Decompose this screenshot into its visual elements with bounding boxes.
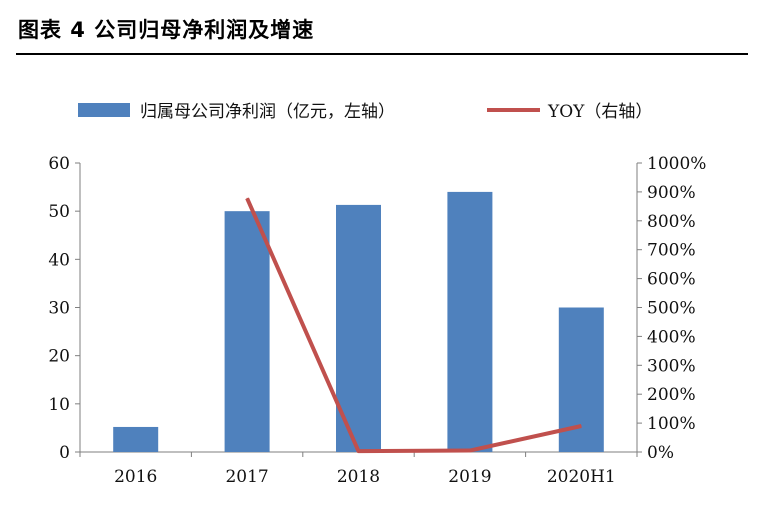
bar-series [113, 191, 604, 452]
yoy-point [246, 197, 248, 199]
yoy-point [469, 450, 471, 452]
x-tick-label: 2016 [114, 467, 157, 487]
legend-swatch-bar [78, 103, 130, 117]
legend-label-line: YOY（右轴） [547, 102, 652, 122]
y-left-tick-label: 60 [48, 154, 70, 174]
yoy-point [358, 450, 359, 452]
y-left-tick-label: 10 [48, 395, 70, 415]
legend-label-bar: 归属母公司净利润（亿元，左轴） [140, 102, 395, 122]
x-tick-label: 2018 [337, 467, 380, 487]
x-tick-label: 2019 [448, 467, 491, 487]
axes: 01020304050600%100%200%300%400%500%600%7… [48, 154, 706, 487]
bar [224, 211, 270, 452]
y-right-tick-label: 900% [647, 183, 696, 203]
y-right-tick-label: 1000% [647, 154, 706, 174]
y-left-tick-label: 40 [48, 250, 70, 270]
y-right-tick-label: 800% [647, 212, 696, 232]
yoy-point [580, 425, 582, 427]
bar [113, 426, 159, 452]
bar [447, 191, 493, 452]
x-tick-label: 2017 [225, 467, 268, 487]
y-right-tick-label: 200% [647, 385, 696, 405]
y-right-tick-label: 500% [647, 299, 696, 319]
y-right-tick-label: 600% [647, 270, 696, 290]
y-left-tick-label: 50 [48, 202, 70, 222]
yoy-line [245, 197, 582, 454]
y-right-tick-label: 700% [647, 241, 696, 261]
legend: 归属母公司净利润（亿元，左轴） YOY（右轴） [78, 102, 652, 122]
y-left-tick-label: 30 [48, 299, 70, 319]
y-left-tick-label: 0 [59, 443, 70, 463]
y-right-tick-label: 400% [647, 327, 696, 347]
y-right-tick-label: 100% [647, 414, 696, 434]
line-series [245, 197, 582, 454]
x-tick-label: 2020H1 [547, 467, 616, 487]
bar [336, 204, 381, 452]
y-left-tick-label: 20 [48, 347, 70, 367]
figure-title: 图表 4 公司归母净利润及增速 [18, 18, 315, 42]
title-rule [16, 53, 748, 55]
y-right-tick-label: 0% [647, 443, 674, 463]
y-right-tick-label: 300% [647, 356, 696, 376]
